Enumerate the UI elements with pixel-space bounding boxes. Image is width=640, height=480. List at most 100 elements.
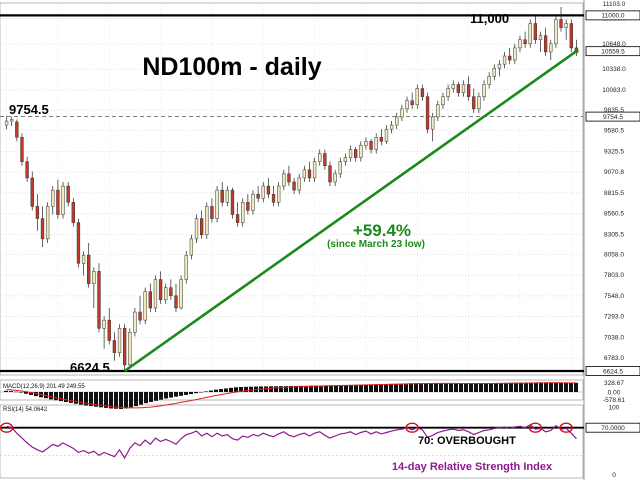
overbought-circle [559,422,573,433]
macd-histogram-bar [64,392,68,402]
macd-histogram-bar [89,392,93,407]
candle-up [389,124,394,130]
price-tick-label: 10338.0 [602,66,626,73]
level-tag [585,111,640,122]
candle-up [405,100,409,110]
low-label: 6624.5 [70,360,110,375]
macd-histogram-bar [444,383,448,392]
candle-down [112,340,117,353]
candle-down [533,23,538,41]
candle-up [225,189,229,203]
macd-histogram-bar [84,392,88,406]
macd-histogram-bar [544,382,548,392]
candle-up [436,104,440,118]
price-tick-label: 9070.8 [604,169,624,176]
macd-histogram-bar [264,386,268,392]
last-price-label: 10559.5 [601,48,625,55]
macd-histogram-bar [274,386,278,392]
candle-up [364,141,368,146]
macd-histogram-bar [484,383,488,392]
candle-down [174,295,178,309]
macd-histogram-bar [19,392,23,393]
macd-histogram-bar [384,384,388,392]
level-tag [585,10,640,21]
candle-down [410,100,414,106]
rsi-tick-label: 0 [612,472,616,479]
candle-up [251,193,255,211]
macd-histogram-bar [539,382,543,392]
candle-up [482,84,486,97]
macd-histogram-bar [549,382,553,392]
candle-down [97,271,101,329]
macd-histogram-bar [124,392,128,409]
candle-down [246,202,250,211]
candle-down [30,177,34,207]
macd-histogram-bar [429,383,433,392]
candle-down [122,328,127,366]
price-tick-label: 6783.0 [604,355,624,362]
candle-up [446,88,450,97]
macd-histogram-bar [459,383,463,392]
rsi-line [6,424,577,460]
macd-histogram-bar [54,392,58,401]
candle-up [143,291,147,321]
chart-title: ND100m - daily [142,53,321,81]
price-tick-label: 8058.0 [604,251,624,258]
macd-histogram-bar [29,392,33,395]
macd-histogram-bar [119,392,123,409]
candle-up [492,67,496,77]
macd-histogram-bar [249,386,253,392]
candle-down [107,319,111,341]
macd-histogram-bar [99,392,103,408]
macd-histogram-bar [519,382,523,392]
macd-histogram-bar [214,389,218,392]
macd-title: MACD(12,26,9) 201.49 249.55 [3,384,85,390]
macd-histogram-bar [424,383,428,392]
macd-histogram-bar [4,390,8,392]
rsi-title: RSI(14) 54.0642 [3,407,48,413]
macd-histogram-bar [314,385,318,392]
candle-up [318,153,322,162]
macd-histogram-bar [284,386,288,392]
candle-down [543,35,548,53]
macd-histogram-bar [144,392,148,404]
macd-histogram-bar [289,385,293,392]
macd-histogram-bar [244,386,248,392]
trendline-end-dot [574,48,579,54]
price-tick-label: 8815.5 [604,190,624,197]
price-tick-label: 10648.0 [602,41,626,48]
candle-up [497,63,502,69]
candle-up [117,328,122,353]
candle-down [287,173,291,183]
candle-down [354,149,358,158]
macd-histogram-bar [414,383,418,392]
price-tick-label: 8560.5 [604,211,624,218]
macd-histogram-bar [159,392,163,400]
peak-label: 11,000 [470,11,509,26]
macd-histogram-bar [139,392,143,405]
last-price-tag [585,46,640,57]
candle-down [508,55,512,61]
price-tick-label: 9835.5 [604,107,624,114]
price-tick-label: 7548.0 [604,293,624,300]
macd-histogram-bar [354,384,358,392]
macd-histogram-bar [224,388,228,392]
gain-label: +59.4% [353,221,411,240]
macd-histogram-bar [229,387,233,392]
macd-histogram-bar [309,385,313,392]
macd-histogram-bar [464,383,468,392]
level-tag-label: 9754.5 [603,114,623,121]
overbought-circle [405,422,419,433]
macd-tick-label: 328.67 [604,380,624,387]
macd-histogram-bar [149,392,153,402]
macd-histogram-bar [279,386,283,392]
level-tag-label: 6624.5 [603,368,623,375]
candle-up [10,119,14,122]
macd-histogram-bar [514,382,518,392]
candle-up [128,332,132,366]
candle-up [348,149,353,158]
macd-histogram-bar [554,382,558,392]
candle-down [220,189,224,203]
macd-histogram-bar [209,390,213,392]
